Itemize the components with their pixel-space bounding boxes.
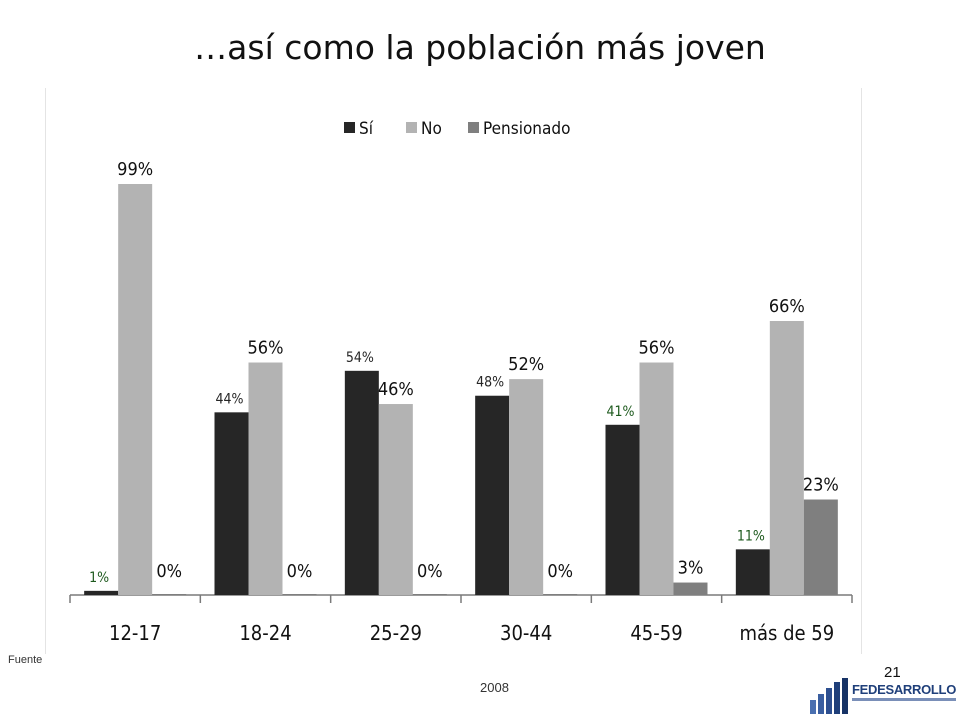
data-label-no-0: 99% (117, 159, 153, 180)
legend-swatch-2 (468, 122, 479, 133)
data-label-pensionado-1: 0% (287, 561, 313, 582)
fedesarrollo-logo: FEDESARROLLO (808, 676, 958, 716)
bar-pensionado-5 (803, 499, 838, 595)
data-label-sí-4: 41% (607, 404, 635, 420)
data-label-sí-1: 44% (216, 391, 244, 407)
data-label-sí-5: 11% (737, 528, 765, 544)
bar-chart: Sí No Pensionado 1% 99% 0% 12-17 44% 56% 0% 18-24 5… (69, 119, 853, 645)
bar-no-0 (118, 184, 153, 595)
logo-tagline-bar (852, 698, 956, 701)
data-label-no-3: 52% (508, 354, 544, 375)
legend-label-1: No (421, 119, 442, 139)
data-label-pensionado-2: 0% (417, 561, 443, 582)
source-label: Fuente (8, 654, 43, 666)
data-label-pensionado-3: 0% (547, 561, 573, 582)
year-label: 2008 (480, 680, 509, 695)
bar-pensionado-3 (543, 594, 578, 595)
data-label-pensionado-4: 3% (678, 558, 704, 579)
legend-label-0: Sí (359, 119, 374, 139)
bar-sí-3 (475, 395, 510, 595)
logo-bars-icon (810, 678, 848, 714)
legend-label-2: Pensionado (483, 119, 570, 139)
bar-no-3 (509, 379, 544, 595)
bar-no-4 (639, 362, 674, 595)
category-label-0: 12-17 (109, 621, 161, 645)
category-label-5: más de 59 (739, 621, 834, 645)
logo-text: FEDESARROLLO (852, 682, 957, 697)
data-label-sí-2: 54% (346, 350, 374, 366)
data-label-no-4: 56% (639, 338, 675, 359)
bar-sí-1 (214, 412, 249, 595)
legend-swatch-0 (344, 122, 355, 133)
data-label-sí-3: 48% (476, 375, 504, 391)
category-label-2: 25-29 (370, 621, 422, 645)
slide-title: …así como la población más joven (194, 28, 766, 67)
bar-no-2 (378, 404, 413, 595)
data-label-no-1: 56% (248, 338, 284, 359)
data-label-no-5: 66% (769, 296, 805, 317)
chart-panel: Sí No Pensionado 1% 99% 0% 12-17 44% 56% 0% 18-24 5… (45, 88, 862, 654)
bar-pensionado-4 (673, 582, 708, 595)
bar-sí-0 (84, 590, 119, 595)
category-label-1: 18-24 (239, 621, 291, 645)
bar-no-1 (248, 362, 283, 595)
bar-sí-5 (735, 549, 770, 595)
page-number: 21 (884, 664, 901, 681)
data-label-no-2: 46% (378, 379, 414, 400)
bar-pensionado-0 (152, 594, 187, 595)
data-label-sí-0: 1% (89, 570, 109, 586)
category-label-3: 30-44 (500, 621, 552, 645)
data-label-pensionado-5: 23% (803, 475, 839, 496)
bar-no-5 (769, 321, 804, 595)
legend-swatch-1 (406, 122, 417, 133)
bar-pensionado-2 (412, 594, 447, 595)
bar-sí-2 (344, 370, 379, 595)
category-label-4: 45-59 (630, 621, 682, 645)
bar-pensionado-1 (282, 594, 317, 595)
data-label-pensionado-0: 0% (156, 561, 182, 582)
bar-sí-4 (605, 424, 640, 595)
